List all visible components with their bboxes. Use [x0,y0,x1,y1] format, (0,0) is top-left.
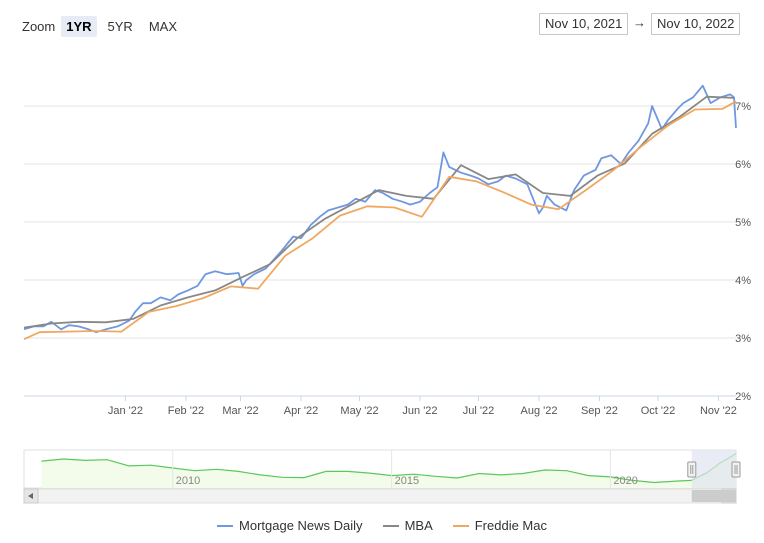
legend-label-mnd: Mortgage News Daily [239,518,363,533]
range-separator: → [633,15,646,30]
navigator-handle-right[interactable] [731,461,741,478]
scroll-left-arrow-icon [28,493,33,499]
series-line-freddie-mac [23,100,737,341]
navigator-year-label: 2020 [613,475,637,487]
y-tick-label: 2% [735,391,751,403]
zoom-1yr-button[interactable]: 1YR [61,15,97,37]
x-tick-label: Jun '22 [402,405,437,417]
rate-chart: 2% 3% 4% 5% 6% 7% Jan '22 Feb '22 Mar '22 Apr '2… [23,84,751,504]
x-tick-label: Mar '22 [222,405,258,417]
navigator-year-label: 2010 [176,475,200,487]
zoom-max-button[interactable]: MAX [148,18,177,34]
x-axis-labels: Jan '22 Feb '22 Mar '22 Apr '22 May '22 Jun '… [108,396,737,417]
legend-item-mnd[interactable]: Mortgage News Daily [217,518,363,533]
legend-swatch-mnd [217,524,234,527]
legend: Mortgage News Daily MBA Freddie Mac [0,518,764,533]
legend-label-mba: MBA [404,518,433,533]
x-tick-label: Nov '22 [700,405,737,417]
y-tick-label: 5% [735,217,751,229]
legend-item-fm[interactable]: Freddie Mac [452,518,547,533]
scrollbar-thumb[interactable] [691,490,736,502]
navigator: 2010 2015 2020 [23,449,741,504]
zoom-bar: Zoom 1YR 5YR MAX [22,15,188,37]
grid-lines [24,105,736,397]
series-line-mba [23,95,735,329]
zoom-label: Zoom [22,18,56,34]
series-lines [23,84,737,341]
x-tick-label: Apr '22 [284,405,319,417]
x-tick-label: Jul '22 [463,405,494,417]
range-from-input[interactable]: Nov 10, 2021 [539,13,629,35]
navigator-handle-left[interactable] [687,461,697,478]
y-tick-label: 4% [735,275,751,287]
legend-swatch-fm [452,524,469,527]
navigator-area [41,453,736,488]
legend-swatch-mba [382,524,399,527]
x-tick-label: Sep '22 [581,405,618,417]
x-tick-label: Aug '22 [520,405,557,417]
navigator-year-label: 2015 [395,475,419,487]
x-tick-label: Feb '22 [168,405,204,417]
y-axis-labels: 2% 3% 4% 5% 6% 7% [735,101,751,403]
y-tick-label: 3% [735,333,751,345]
x-tick-label: Jan '22 [108,405,143,417]
series-line-mortgage-news-daily [23,84,737,334]
navigator-selection [691,450,736,488]
range-to-input[interactable]: Nov 10, 2022 [651,13,741,35]
x-tick-label: May '22 [340,405,378,417]
navigator-line [41,452,737,484]
y-tick-label: 6% [735,159,751,171]
y-tick-label: 7% [735,101,751,113]
navigator-scrollbar[interactable] [23,488,737,504]
legend-item-mba[interactable]: MBA [382,518,433,533]
x-tick-label: Oct '22 [641,405,676,417]
legend-label-fm: Freddie Mac [474,518,547,533]
zoom-5yr-button[interactable]: 5YR [107,18,133,34]
